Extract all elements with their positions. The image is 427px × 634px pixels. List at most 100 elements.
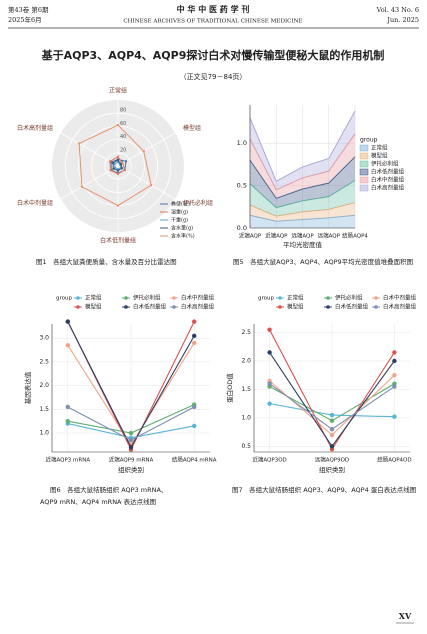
legend-label: 伊托必利组 [335, 294, 363, 302]
radar-point [108, 160, 112, 163]
legend-label: 正常组 [371, 144, 388, 152]
y-axis-label: 基因表达值 [23, 371, 32, 404]
series-point [128, 445, 134, 450]
area-edge [249, 156, 356, 199]
legend-label: 白术中剂量组 [371, 176, 405, 184]
x-tick-label: 近端AQP3OD [252, 456, 286, 464]
area-edge [249, 214, 356, 222]
legend-marker [124, 305, 128, 309]
radar-spoke [60, 165, 119, 200]
legend-marker [172, 305, 176, 309]
page-title: 基于AQP3、AQP4、AQP9探讨白术对慢传输型便秘大鼠的作用机制 [41, 48, 385, 62]
y-tick-label: 0.5 [241, 443, 251, 450]
legend-marker [278, 296, 282, 300]
y-tick-label: 0.5 [237, 182, 247, 190]
radar-point [80, 185, 84, 188]
radar-point [142, 149, 145, 153]
series-point [329, 418, 335, 423]
header-journal-en: CHINESE ARCHIVES OF TRADITIONAL CHINESE … [123, 19, 302, 25]
series-point [267, 381, 272, 386]
series-point [65, 343, 71, 348]
y-tick-label: 0.0 [237, 224, 247, 232]
area-edge [249, 202, 356, 217]
legend-label: 粪便(粒) [171, 201, 190, 208]
radar-tick-label: 20 [120, 147, 126, 153]
radar-axis-label: 伊托必利组 [183, 199, 213, 207]
figure-caption: 图1 各组大鼠粪便质量、含水量及百分比雷达图 [36, 257, 177, 266]
legend-label: 正常组 [287, 294, 304, 302]
legend-swatch [359, 152, 369, 160]
series-point [392, 373, 397, 378]
legend-marker [374, 296, 378, 300]
series-point [329, 427, 335, 432]
legend-label: 白术高剂量组 [383, 303, 417, 311]
area-fill [250, 180, 355, 217]
legend-marker [124, 296, 128, 300]
series-point [392, 384, 397, 389]
legend-label: 湿重(g) [171, 209, 188, 216]
legend-label: 白术低剂量组 [133, 303, 167, 311]
y-tick-label: 2.5 [39, 358, 49, 365]
legend-swatch [359, 176, 369, 184]
y-tick-label: 1.0 [39, 430, 49, 437]
y-tick-label: 2.0 [39, 382, 49, 389]
header-volume-en: Vol. 43 No. 6 [376, 6, 419, 14]
radar-axis-label: 白术中剂量组 [17, 199, 53, 207]
area-fill [250, 133, 355, 199]
legend-title: group [360, 137, 378, 144]
legend-label: 模型组 [371, 152, 388, 160]
legend-marker [172, 296, 176, 300]
legend-label: 白术低剂量组 [371, 168, 405, 176]
area-fill [250, 215, 355, 228]
radar-point [124, 160, 128, 163]
header-journal: 中 华 中 医 药 学 刊 [177, 4, 250, 14]
series-point [267, 401, 272, 406]
header-volume: 第43卷 第6期 [8, 5, 49, 14]
legend-marker [76, 296, 80, 300]
series-point [392, 358, 397, 364]
legend-marker [278, 305, 282, 309]
radar-point [116, 204, 120, 207]
legend-marker [326, 305, 330, 309]
figure-caption: AQP9 mRN、AQP4 mRNA 表达点线图 [40, 497, 156, 506]
radar-axis-label: 模型组 [183, 124, 201, 132]
radar-spoke [117, 165, 176, 200]
legend-swatch [359, 184, 369, 192]
y-tick-label: 1.0 [241, 414, 251, 421]
legend-swatch [359, 168, 369, 176]
legend-label: 模型组 [287, 303, 304, 311]
header-date: 2025年6月 [8, 15, 42, 24]
radar-point [123, 168, 127, 172]
series-point [128, 437, 134, 443]
radar-point [77, 142, 81, 145]
radar-axis-label: 白术高剂量组 [17, 124, 53, 132]
series-point [192, 333, 197, 339]
figure-caption: 图5 各组大鼠AQP3、AQP4、AQP9平均光密度值堆叠面积图 [233, 257, 413, 266]
series-point [392, 350, 397, 355]
series-point [192, 340, 197, 346]
legend-marker [326, 296, 330, 300]
series-point [192, 404, 197, 410]
y-tick-label: 1.5 [39, 406, 49, 413]
legend-marker [374, 305, 378, 309]
legend-label: 白术高剂量组 [181, 303, 215, 311]
series-point [65, 319, 71, 324]
legend-label: 干重(g) [171, 217, 188, 224]
x-tick-label: 远端AQP [318, 232, 341, 240]
y-tick-label: 2.5 [241, 329, 251, 336]
radar-point [109, 169, 112, 172]
series-point [192, 319, 197, 324]
area-fill [250, 156, 355, 208]
radar-tick-label: 80 [120, 108, 126, 114]
y-tick-label: 1.5 [241, 386, 251, 393]
series-point [329, 444, 335, 449]
legend-label: 白术低剂量组 [335, 303, 369, 311]
radar-tick-label: 40 [120, 134, 126, 140]
radar-tick-label: 60 [120, 121, 126, 127]
legend-label: 伊托必利组 [133, 294, 161, 302]
series-point [329, 432, 335, 438]
legend-label: 白术高剂量组 [371, 184, 405, 192]
y-axis-label: 蛋白OD值 [225, 373, 234, 403]
x-tick-label: 近端AQP [265, 232, 288, 240]
